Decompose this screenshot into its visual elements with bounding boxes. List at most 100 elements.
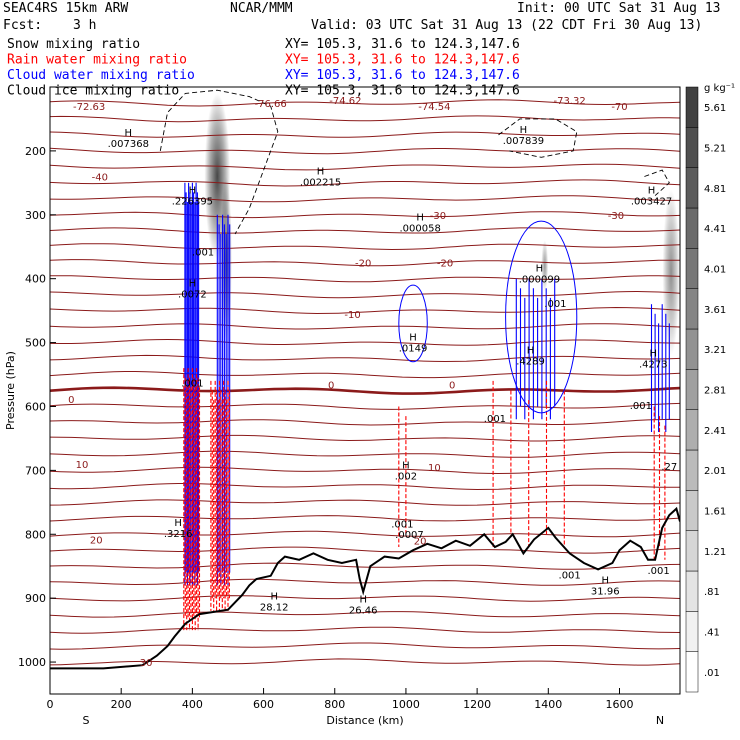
y-tick-label: 700 <box>25 464 46 477</box>
temperature-contour <box>50 195 680 203</box>
temperature-label: -20 <box>437 259 453 270</box>
temperature-contour <box>50 626 680 634</box>
extremum-value: .3216 <box>164 529 193 540</box>
x-tick-label: 800 <box>324 698 345 711</box>
temperature-label: 10 <box>428 463 441 474</box>
extremum-label: H.226395 <box>172 186 213 208</box>
temperature-label: -72.63 <box>73 102 105 113</box>
temperature-label: 20 <box>414 537 427 548</box>
colorbar-swatch <box>685 651 699 693</box>
temperature-contour <box>50 450 680 458</box>
cloud-water-contour <box>505 220 578 414</box>
x-tick-label: 0 <box>47 698 54 711</box>
extremum-label: .001 <box>544 299 566 310</box>
extremum-label: H31.96 <box>591 575 620 597</box>
x-tick-label: 200 <box>111 698 132 711</box>
colorbar-swatch <box>685 86 699 128</box>
temperature-contour <box>50 115 680 123</box>
legend-entry: Cloud ice mixing ratio <box>7 84 179 99</box>
extremum-value: .000099 <box>519 275 560 286</box>
colorbar-tick-label: 1.21 <box>704 547 726 558</box>
extremum-mark: H <box>174 518 182 529</box>
y-tick-label: 400 <box>25 273 46 286</box>
legend-xy: XY= 105.3, 31.6 to 124.3,147.6 <box>285 37 520 52</box>
colorbar-tick-label: .01 <box>704 668 720 679</box>
extremum-mark: H <box>416 212 424 223</box>
colorbar-swatch <box>685 207 699 249</box>
temperature-label: -70 <box>611 102 627 113</box>
extremum-label: .001 <box>181 379 203 390</box>
temperature-contour <box>50 371 680 379</box>
extremum-value: .000058 <box>399 223 440 234</box>
extremum-value: .0007 <box>395 530 424 541</box>
temperature-contour <box>50 466 680 475</box>
snow-shading <box>541 240 549 292</box>
temperature-contour <box>50 515 680 522</box>
legend: Snow mixing ratio XY= 105.3, 31.6 to 124.… <box>7 37 520 99</box>
temperature-contour <box>50 434 680 442</box>
temperature-label: 30 <box>140 658 153 669</box>
x-axis-label: Distance (km) <box>326 714 403 727</box>
colorbar-unit: g kg⁻¹ <box>704 83 735 94</box>
temperature-contour <box>50 418 680 426</box>
colorbar-tick-label: 4.01 <box>704 265 726 276</box>
temperature-label: -30 <box>430 211 446 222</box>
temperature-contour <box>50 642 680 650</box>
extremum-mark: H <box>359 595 367 606</box>
extremum-mark: H <box>601 575 609 586</box>
extremum-value: .002215 <box>300 177 341 188</box>
temperature-contour <box>50 227 680 234</box>
y-tick-label: 300 <box>25 209 46 222</box>
temperature-contour <box>50 499 680 506</box>
extremum-mark: H <box>536 264 544 275</box>
fcst-value: 3 h <box>73 18 96 33</box>
colorbar-swatch <box>685 328 699 370</box>
x-tick-label: 1600 <box>605 698 633 711</box>
temperature-contour <box>50 179 680 187</box>
colorbar-tick-label: 3.21 <box>704 345 726 356</box>
extremum-label: .001 <box>391 519 413 530</box>
extremum-label: H.4273 <box>639 349 668 371</box>
extremum-value: .007839 <box>503 136 544 147</box>
extremum-label: H.002 <box>395 460 417 482</box>
extremum-label: H.007368 <box>108 128 149 150</box>
legend-xy: XY= 105.3, 31.6 to 124.3,147.6 <box>285 68 520 83</box>
temperature-label: -30 <box>608 211 624 222</box>
colorbar-swatch <box>685 369 699 410</box>
plot-area: -72.63 -76.66 -74.62 -74.54 -73.32 -70 -40 -30 -… <box>50 89 680 670</box>
extremum-value: .001 <box>630 401 652 412</box>
temperature-label: -74.62 <box>329 96 361 107</box>
temperature-contour <box>50 483 680 491</box>
extremum-mark: H <box>409 333 417 344</box>
freezing-level-line <box>50 386 680 395</box>
temperature-contour <box>50 243 680 251</box>
extremum-mark: H <box>125 128 133 139</box>
cloud-ice-contour <box>644 169 670 196</box>
temperature-label: 20 <box>90 535 103 546</box>
colorbar-swatch <box>685 288 699 330</box>
extremum-mark: H <box>189 186 197 197</box>
x-end-label-left: S <box>83 714 90 727</box>
extremum-mark: H <box>402 460 410 471</box>
colorbar-tick-label: 1.61 <box>704 507 726 518</box>
extremum-label: .001 <box>484 414 506 425</box>
temperature-label: 10 <box>76 460 89 471</box>
temperature-contour <box>50 530 680 538</box>
extremum-label: H.4289 <box>516 345 545 367</box>
cloud-ice-contour <box>498 118 578 158</box>
extremum-mark: H <box>270 591 278 602</box>
cloud-water-contour <box>398 284 428 363</box>
extremum-label: H.007839 <box>503 125 544 147</box>
y-tick-label: 1000 <box>18 656 46 669</box>
temperature-label: 0 <box>328 381 334 392</box>
extremum-value: .002 <box>395 471 417 482</box>
colorbar-tick-label: 2.81 <box>704 386 726 397</box>
temperature-label: 0 <box>68 395 74 406</box>
extremum-label: H28.12 <box>260 591 289 613</box>
temperature-contour <box>50 354 680 363</box>
extremum-label: .001 <box>559 570 581 581</box>
extremum-mark: H <box>527 345 535 356</box>
extremum-label: H.0149 <box>399 333 428 355</box>
extremum-value: .001 <box>544 299 566 310</box>
